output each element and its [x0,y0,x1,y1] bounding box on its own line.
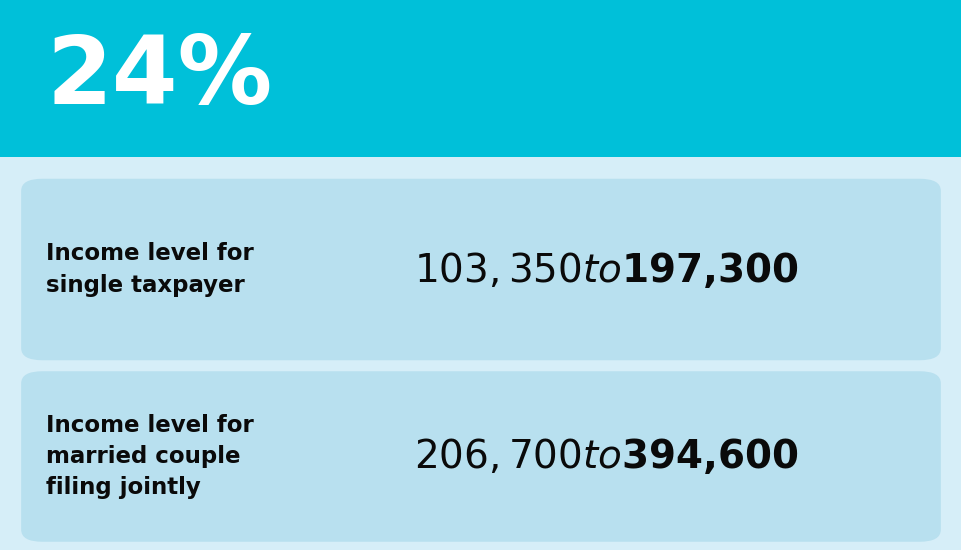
Text: $206,700 to $394,600: $206,700 to $394,600 [413,437,798,476]
Text: 24%: 24% [46,32,272,124]
Bar [0,0,961,157]
Text: $103,350 to $197,300: $103,350 to $197,300 [413,250,798,289]
Text: Income level for
married couple
filing jointly: Income level for married couple filing j… [46,414,254,499]
Text: Income level for
single taxpayer: Income level for single taxpayer [46,243,254,296]
FancyBboxPatch shape [21,179,940,360]
FancyBboxPatch shape [21,371,940,542]
